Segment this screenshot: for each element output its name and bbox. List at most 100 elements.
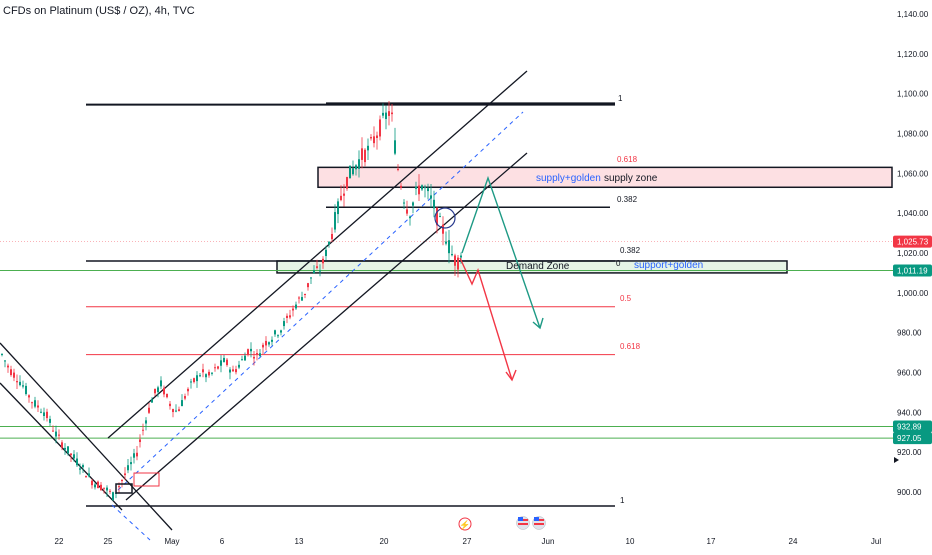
candle-body	[304, 293, 306, 295]
candle-body	[151, 399, 153, 403]
candle-body	[265, 340, 267, 346]
candle-body	[280, 330, 282, 333]
candle-body	[73, 454, 75, 459]
candle-body	[301, 297, 303, 301]
candle-body	[406, 209, 408, 214]
candle-body	[100, 484, 102, 491]
candle-body	[337, 201, 339, 215]
candle-body	[16, 381, 18, 383]
price-badge	[893, 420, 932, 433]
y-axis: 1,140.00 1,120.00 1,100.00 1,080.00 1,060.00…	[894, 10, 929, 497]
candle-body	[190, 381, 192, 383]
x-tick-label: 20	[380, 537, 389, 546]
candle-body	[382, 112, 384, 116]
annotation-label: 1	[620, 496, 625, 505]
candle-body	[250, 348, 252, 352]
candles-layer	[1, 100, 462, 501]
candle-body	[322, 258, 324, 264]
y-tick-label: 940.00	[897, 408, 922, 417]
candle-body	[148, 407, 150, 413]
annotation-label: 0	[616, 259, 621, 268]
candle-body	[79, 468, 81, 470]
candle-body	[457, 257, 459, 270]
y-tick-label: 1,020.00	[897, 249, 929, 258]
candle-body	[352, 168, 354, 175]
candle-body	[118, 486, 120, 488]
candle-body	[49, 418, 51, 423]
candle-body	[193, 378, 195, 383]
candle-body	[364, 149, 366, 163]
us-flag-stripe	[534, 523, 544, 525]
candle-body	[289, 315, 291, 318]
candle-body	[451, 254, 453, 256]
candle-body	[13, 372, 15, 378]
y-tick-label: 920.00	[897, 448, 922, 457]
price-badge-label: 1,025.73	[897, 238, 929, 247]
candle-body	[103, 487, 105, 489]
annotation-label: support+golden	[634, 260, 703, 271]
candle-body	[238, 364, 240, 368]
candle-body	[25, 385, 27, 395]
candle-body	[202, 369, 204, 373]
candle-body	[58, 434, 60, 436]
candle-body	[325, 249, 327, 257]
candle-body	[28, 395, 30, 398]
annotation-label: 0.618	[620, 342, 641, 351]
y-tick-label: 1,080.00	[897, 130, 929, 139]
candle-body	[91, 480, 93, 486]
candle-body	[292, 308, 294, 311]
annotation-label: 0.5	[620, 294, 632, 303]
candle-body	[274, 330, 276, 335]
price-badge-label: 1,011.19	[897, 267, 928, 276]
candle-body	[433, 199, 435, 209]
candle-body	[232, 369, 234, 372]
candle-body	[211, 372, 213, 374]
candle-body	[277, 335, 279, 337]
candle-body	[124, 473, 126, 476]
candle-body	[55, 431, 57, 437]
x-tick-label: Jun	[542, 537, 555, 546]
candle-body	[88, 473, 90, 477]
candle-body	[241, 359, 243, 361]
candle-body	[160, 380, 162, 387]
candle-body	[154, 388, 156, 394]
candle-body	[172, 409, 174, 413]
candle-body	[184, 396, 186, 399]
annotation-label: 0.618	[617, 155, 638, 164]
candle-body	[388, 111, 390, 116]
candle-body	[121, 480, 123, 482]
candle-body	[295, 304, 297, 309]
candle-body	[298, 297, 300, 299]
candle-body	[94, 484, 96, 488]
candle-body	[181, 400, 183, 407]
candle-body	[316, 266, 318, 268]
y-tick-label: 1,000.00	[897, 289, 929, 298]
annotation-label: supply+golden	[536, 173, 601, 184]
candle-body	[61, 442, 63, 448]
us-flag-canton	[518, 517, 523, 521]
candle-body	[37, 405, 39, 408]
candle-body	[460, 255, 462, 258]
candle-body	[97, 481, 99, 489]
us-flag-stripe	[518, 523, 528, 525]
down-channel-mid	[111, 504, 151, 541]
candle-body	[112, 492, 114, 501]
candle-body	[409, 216, 411, 219]
candle-body	[166, 393, 168, 398]
candle-body	[442, 224, 444, 234]
red-arrowhead	[505, 369, 517, 382]
candle-body	[391, 112, 393, 115]
candle-body	[223, 357, 225, 363]
candle-body	[349, 165, 351, 179]
candle-body	[256, 353, 258, 355]
candle-body	[367, 145, 369, 151]
y-tick-label: 960.00	[897, 369, 922, 378]
candle-body	[355, 165, 357, 170]
candle-body	[397, 168, 399, 170]
candle-body	[403, 202, 405, 204]
pivot-box-black	[115, 483, 133, 494]
candle-body	[127, 465, 129, 471]
annotation-label: Demand Zone	[506, 261, 570, 272]
